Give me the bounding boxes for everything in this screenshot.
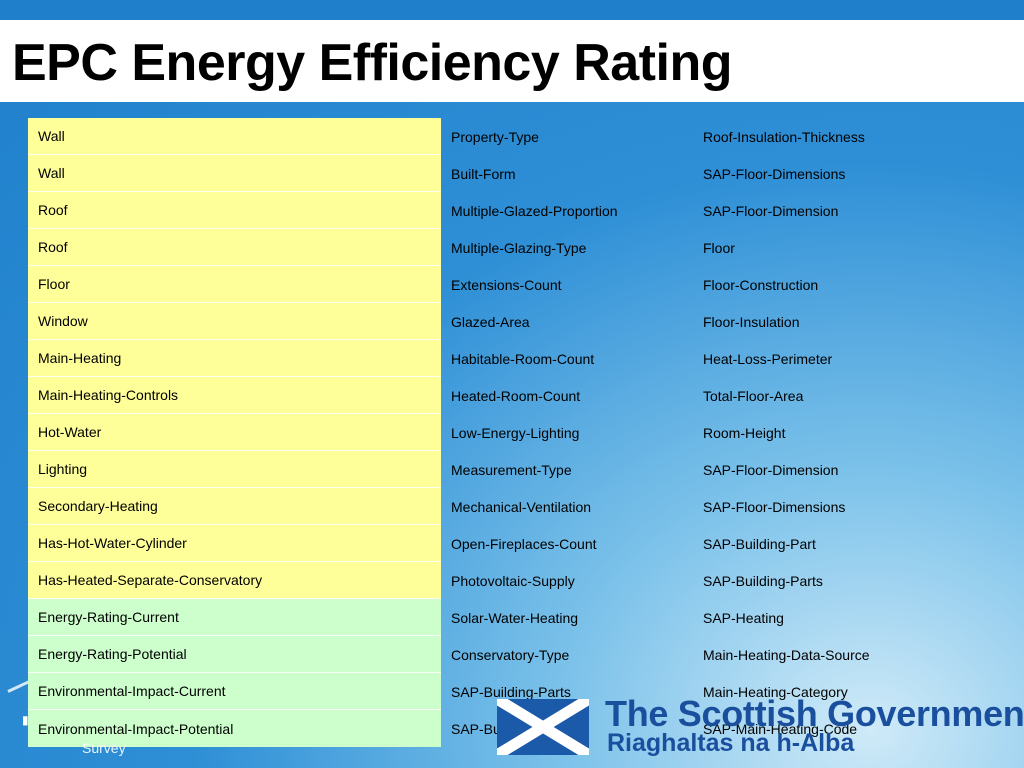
- field-cell: Heated-Room-Count: [451, 387, 581, 404]
- field-cell: Multiple-Glazed-Proportion: [451, 202, 618, 219]
- field-cell: Secondary-Heating: [28, 488, 441, 525]
- field-cell: Window: [28, 303, 441, 340]
- field-cell: Energy-Rating-Current: [28, 599, 441, 636]
- field-cell: SAP-Building-Parts: [451, 683, 571, 700]
- field-cell: SAP-Building-Part: [703, 535, 816, 552]
- field-cell: SAP-Floor-Dimensions: [703, 165, 846, 182]
- field-cell: Floor-Construction: [703, 276, 819, 293]
- field-cell: Main-Heating-Category: [703, 683, 848, 700]
- field-cell: Extensions-Count: [451, 276, 562, 293]
- field-cell: Lighting: [28, 451, 441, 488]
- field-cell: Conservatory-Type: [451, 646, 570, 663]
- field-list-column-2: Property-Type Built-Form Multiple-Glazed-P…: [451, 118, 691, 747]
- field-cell: Photovoltaic-Supply: [451, 572, 575, 589]
- field-cell: Floor-Insulation: [703, 313, 800, 330]
- field-cell: SAP-Floor-Dimension: [703, 202, 839, 219]
- survey-label: Survey: [82, 740, 126, 756]
- field-cell: Total-Floor-Area: [703, 387, 804, 404]
- scottish-government-logo: The Scottish Government Riaghaltas na h-…: [497, 693, 1024, 759]
- field-cell: Floor: [28, 266, 441, 303]
- field-cell: Property-Type: [451, 128, 539, 145]
- field-cell: Has-Hot-Water-Cylinder: [28, 525, 441, 562]
- field-cell: Built-Form: [451, 165, 516, 182]
- page-title: EPC Energy Efficiency Rating: [12, 34, 732, 92]
- field-cell: SAP-Floor-Dimensions: [703, 498, 846, 515]
- field-cell: Wall: [28, 155, 441, 192]
- field-cell: Roof: [28, 192, 441, 229]
- decorative-mark: ▮: [22, 713, 29, 727]
- field-cell: Glazed-Area: [451, 313, 530, 330]
- field-cell: Solar-Water-Heating: [451, 609, 579, 626]
- field-cell: Open-Fireplaces-Count: [451, 535, 597, 552]
- saltire-flag-icon: [497, 699, 589, 755]
- title-band: EPC Energy Efficiency Rating: [0, 20, 1024, 102]
- logo-name: The Scottish Government: [605, 693, 1024, 734]
- field-cell: Main-Heating: [28, 340, 441, 377]
- field-cell: SAP-Floor-Dimension: [703, 461, 839, 478]
- field-cell: Mechanical-Ventilation: [451, 498, 592, 515]
- field-cell: Roof: [28, 229, 441, 266]
- field-cell: Floor: [703, 239, 735, 256]
- field-cell: Wall: [28, 118, 441, 155]
- field-cell: Room-Height: [703, 424, 786, 441]
- field-cell: Measurement-Type: [451, 461, 572, 478]
- field-cell: Multiple-Glazing-Type: [451, 239, 587, 256]
- field-cell: Main-Heating-Controls: [28, 377, 441, 414]
- field-list-column-1: Wall Wall Roof Roof Floor Window Main-Heating M…: [28, 118, 441, 747]
- field-list-column-3: Roof-Insulation-Thickness SAP-Floor-Dimen…: [703, 118, 1003, 747]
- field-cell: Roof-Insulation-Thickness: [703, 128, 865, 145]
- field-cell: Hot-Water: [28, 414, 441, 451]
- field-cell: Heat-Loss-Perimeter: [703, 350, 833, 367]
- field-cell: SAP-Main-Heating-Code: [703, 720, 858, 737]
- field-cell: SAP-Heating: [703, 609, 784, 626]
- field-cell: SAP-Building-Parts: [703, 572, 823, 589]
- logo-gaelic-name: Riaghaltas na h-Alba: [607, 729, 855, 757]
- top-bar: [0, 0, 1024, 20]
- field-cell: Environmental-Impact-Potential: [28, 710, 441, 747]
- field-cell: Main-Heating-Data-Source: [703, 646, 870, 663]
- field-cell: Energy-Rating-Potential: [28, 636, 441, 673]
- field-cell: Has-Heated-Separate-Conservatory: [28, 562, 441, 599]
- field-cell: Low-Energy-Lighting: [451, 424, 580, 441]
- field-cell: Habitable-Room-Count: [451, 350, 595, 367]
- field-cell: Environmental-Impact-Current: [28, 673, 441, 710]
